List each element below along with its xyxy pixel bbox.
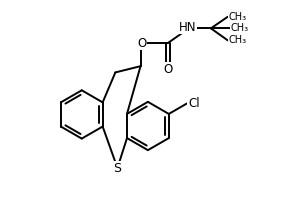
Text: O: O (163, 63, 172, 76)
Text: Cl: Cl (188, 97, 200, 110)
Text: CH₃: CH₃ (229, 35, 247, 45)
Text: CH₃: CH₃ (229, 12, 247, 22)
Text: CH₃: CH₃ (231, 23, 249, 33)
Text: O: O (137, 37, 146, 50)
Text: S: S (113, 161, 122, 175)
Text: HN: HN (179, 21, 196, 34)
